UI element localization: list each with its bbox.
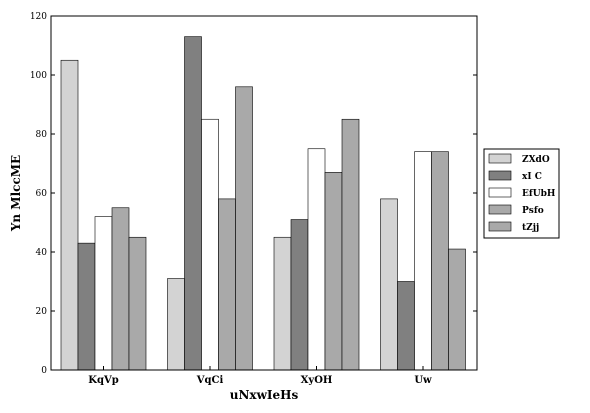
x-tick-label: KqVp (88, 375, 118, 386)
legend-label: tZjj (522, 223, 539, 233)
y-tick-label: 0 (41, 366, 47, 376)
legend-swatch (488, 221, 512, 232)
bar-KqVp-xI C (77, 242, 96, 371)
y-tick-label: 40 (36, 248, 48, 258)
bar-VqCi-ZXdO (167, 278, 185, 371)
y-axis: 0 20 40 60 80 100 120 (30, 12, 477, 376)
x-axis-title: uNxwIeHs (230, 388, 299, 402)
bar-KqVp-EfUbH (94, 216, 113, 371)
bar-VqCi-EfUbH (201, 118, 219, 371)
bar-Uw-Psfo (431, 151, 449, 371)
x-tick-label: XyOH (301, 375, 333, 386)
bar-Uw-xI C (397, 281, 415, 371)
legend: ZXdO xI C EfUbH Psfo tZjj (483, 148, 560, 239)
y-tick-label: 120 (30, 12, 47, 22)
bar-Uw-tZjj (448, 248, 466, 371)
y-tick-label: 20 (36, 307, 48, 317)
bar-XyOH-Psfo (324, 172, 343, 371)
bar-VqCi-xI C (184, 36, 202, 371)
y-axis-title: Yn MlccME (9, 155, 23, 232)
legend-swatch (488, 204, 512, 215)
legend-label: EfUbH (522, 189, 556, 199)
bar-VqCi-Psfo (218, 198, 236, 371)
bar-XyOH-tZjj (341, 118, 360, 371)
bar-XyOH-EfUbH (307, 148, 326, 371)
y-tick-label: 60 (36, 189, 48, 199)
legend-label: xI C (522, 172, 542, 182)
bar-VqCi-tZjj (235, 86, 253, 371)
bar-XyOH-xI C (290, 219, 309, 371)
y-tick-label: 100 (30, 71, 47, 81)
x-tick-label: VqCi (196, 375, 224, 386)
bar-KqVp-tZjj (128, 236, 147, 371)
x-tick-label: Uw (414, 375, 432, 386)
bar-KqVp-ZXdO (60, 59, 79, 371)
bar-KqVp-Psfo (111, 207, 130, 371)
bar-XyOH-ZXdO (273, 236, 292, 371)
legend-label: ZXdO (522, 155, 550, 165)
x-axis: KqVp VqCi XyOH Uw (88, 366, 432, 386)
legend-swatch (488, 170, 512, 181)
legend-swatch (488, 187, 512, 198)
bar-Uw-ZXdO (380, 198, 398, 371)
bar-Uw-EfUbH (414, 151, 432, 371)
y-tick-label: 80 (36, 130, 48, 140)
legend-label: Psfo (522, 206, 544, 216)
legend-swatch (488, 153, 512, 164)
bars-layer (60, 36, 466, 371)
